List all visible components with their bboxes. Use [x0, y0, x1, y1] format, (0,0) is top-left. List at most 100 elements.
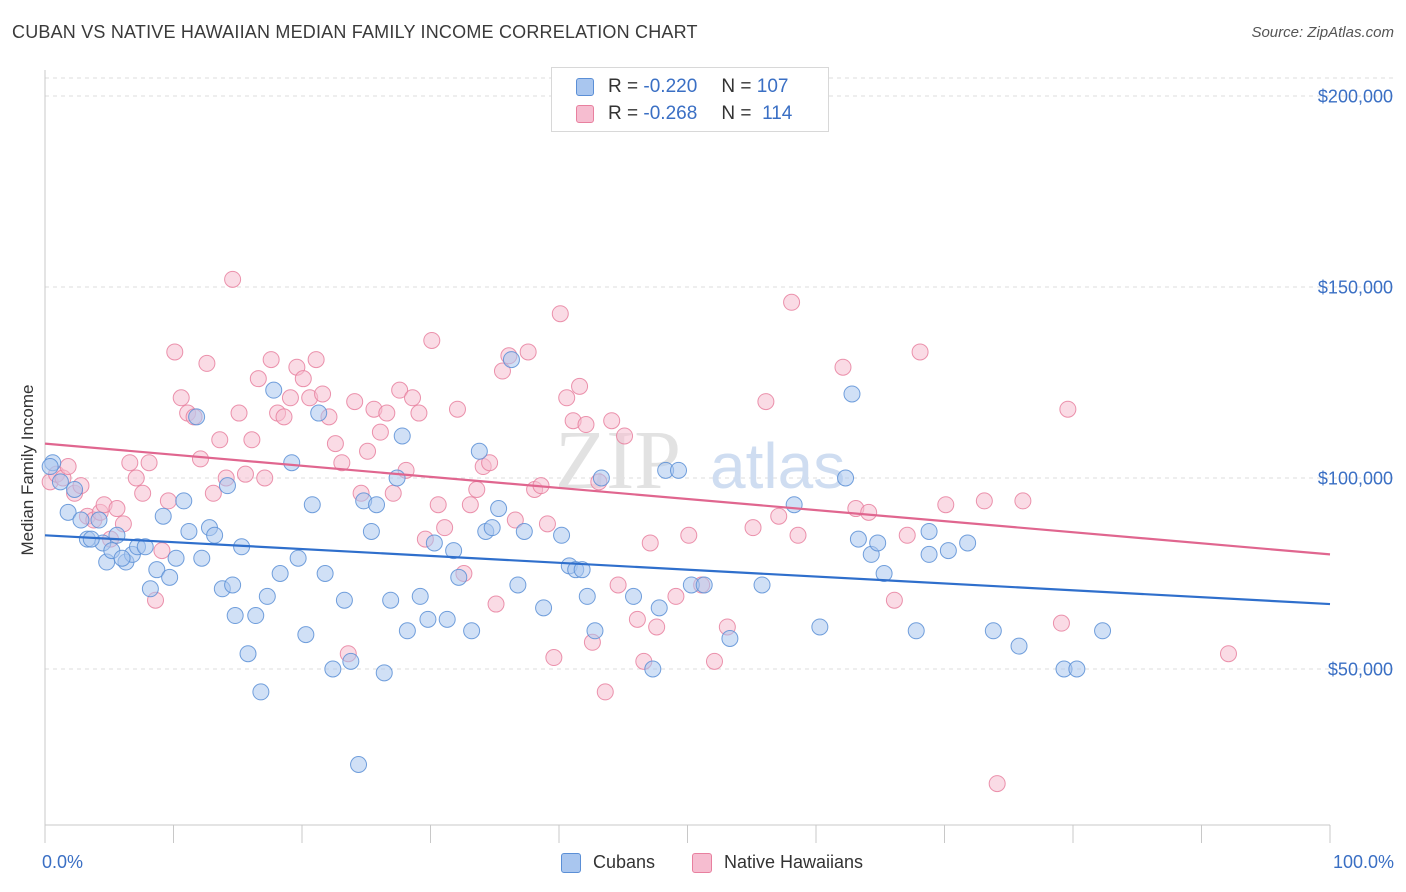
cuban-point [695, 576, 713, 594]
hawaiian-point [134, 484, 152, 502]
r-label: R = [608, 76, 639, 97]
n-value: 114 [762, 103, 793, 124]
hawaiian-point [667, 587, 685, 605]
hawaiian-point [410, 404, 428, 422]
hawaiian-point [1014, 492, 1032, 510]
hawaiian-point [326, 435, 344, 453]
cuban-point [382, 591, 400, 609]
y-tick-label: $200,000 [1317, 86, 1393, 107]
cuban-point [206, 526, 224, 544]
cuban-point [283, 454, 301, 472]
cuban-point [297, 626, 315, 644]
cuban-point [670, 461, 688, 479]
cuban-point [324, 660, 342, 678]
hawaiian-point [359, 442, 377, 460]
cuban-point [1068, 660, 1086, 678]
cuban-point [753, 576, 771, 594]
cuban-point [252, 683, 270, 701]
hawaiian-point [249, 370, 267, 388]
hawaiian-point [937, 496, 955, 514]
hawaiian-point [153, 542, 171, 560]
cuban-point [573, 561, 591, 579]
n-label: N = [721, 103, 752, 124]
hawaiian-point [1219, 645, 1237, 663]
cuban-point [515, 522, 533, 540]
hawaiians-swatch-icon [576, 105, 594, 123]
cuban-point [875, 565, 893, 582]
hawaiian-point [898, 526, 916, 544]
hawaiian-point [294, 370, 312, 388]
cuban-point [167, 549, 185, 567]
cuban-point [463, 622, 481, 640]
cuban-point [398, 622, 416, 640]
cuban-point [368, 496, 386, 514]
cuban-point [785, 496, 803, 514]
hawaiian-point [545, 649, 563, 667]
trendline-native-hawaiians [44, 442, 1331, 556]
cuban-point [490, 500, 508, 518]
hawaiian-point [378, 404, 396, 422]
cuban-point [984, 622, 1002, 640]
cuban-point [650, 599, 668, 617]
hawaiian-point [243, 431, 261, 449]
hawaiian-point [770, 507, 788, 525]
cuban-point [644, 660, 662, 678]
hawaiian-point [236, 465, 254, 483]
cuban-point [592, 469, 610, 487]
hawaiian-point [461, 496, 479, 514]
cuban-point [258, 587, 276, 605]
y-tick-label: $150,000 [1317, 277, 1393, 298]
hawaiian-point [333, 454, 351, 472]
hawaiian-point [275, 408, 293, 426]
hawaiian-point [783, 293, 801, 311]
cuban-point [438, 610, 456, 628]
r-value: -0.268 [643, 103, 698, 124]
hawaiian-point [558, 389, 576, 407]
hawaiian-point [211, 431, 229, 449]
source-credit: Source: ZipAtlas.com [1251, 24, 1394, 41]
cuban-point [41, 458, 59, 476]
cuban-point [175, 492, 193, 510]
hawaiian-point [834, 358, 852, 376]
hawaiian-point [346, 393, 364, 411]
legend-item-cubans[interactable]: Cubans [561, 852, 655, 873]
legend-item-native-hawaiians[interactable]: Native Hawaiians [692, 852, 863, 873]
hawaiian-point [384, 484, 402, 502]
hawaiian-point [140, 454, 158, 472]
hawaiian-point [1059, 400, 1077, 418]
cuban-point [1010, 637, 1028, 655]
cuban-point [342, 652, 360, 670]
cuban-point [161, 568, 179, 586]
cuban-point [411, 587, 429, 605]
r-label: R = [608, 103, 639, 124]
cuban-point [72, 511, 90, 529]
hawaiian-point [314, 385, 332, 403]
hawaiian-point [975, 492, 993, 510]
cuban-point [303, 496, 321, 514]
cuban-point [66, 480, 84, 498]
cuban-point [316, 565, 334, 582]
hawaiian-point [256, 469, 274, 487]
hawaiian-point [628, 610, 646, 628]
hawaiian-point [281, 389, 299, 407]
hawaiian-point [159, 492, 177, 510]
hawaiian-point [423, 331, 441, 349]
cuban-point [837, 469, 855, 487]
watermark-atlas: atlas [710, 430, 845, 502]
cuban-point [483, 519, 501, 537]
hawaiian-point [506, 511, 524, 529]
hawaiian-point [166, 343, 184, 361]
cuban-point [289, 549, 307, 567]
hawaiian-point [603, 412, 621, 430]
legend-label: Native Hawaiians [724, 852, 864, 872]
cuban-point [136, 538, 154, 556]
cuban-point [224, 576, 242, 594]
cuban-point [271, 565, 289, 582]
hawaiian-point [519, 343, 537, 361]
cuban-point [180, 522, 198, 540]
hawaiian-point [705, 652, 723, 670]
series-cubans [41, 351, 1112, 773]
cuban-point [849, 530, 867, 548]
cuban-point [108, 526, 126, 544]
cubans-swatch-icon [561, 852, 581, 873]
